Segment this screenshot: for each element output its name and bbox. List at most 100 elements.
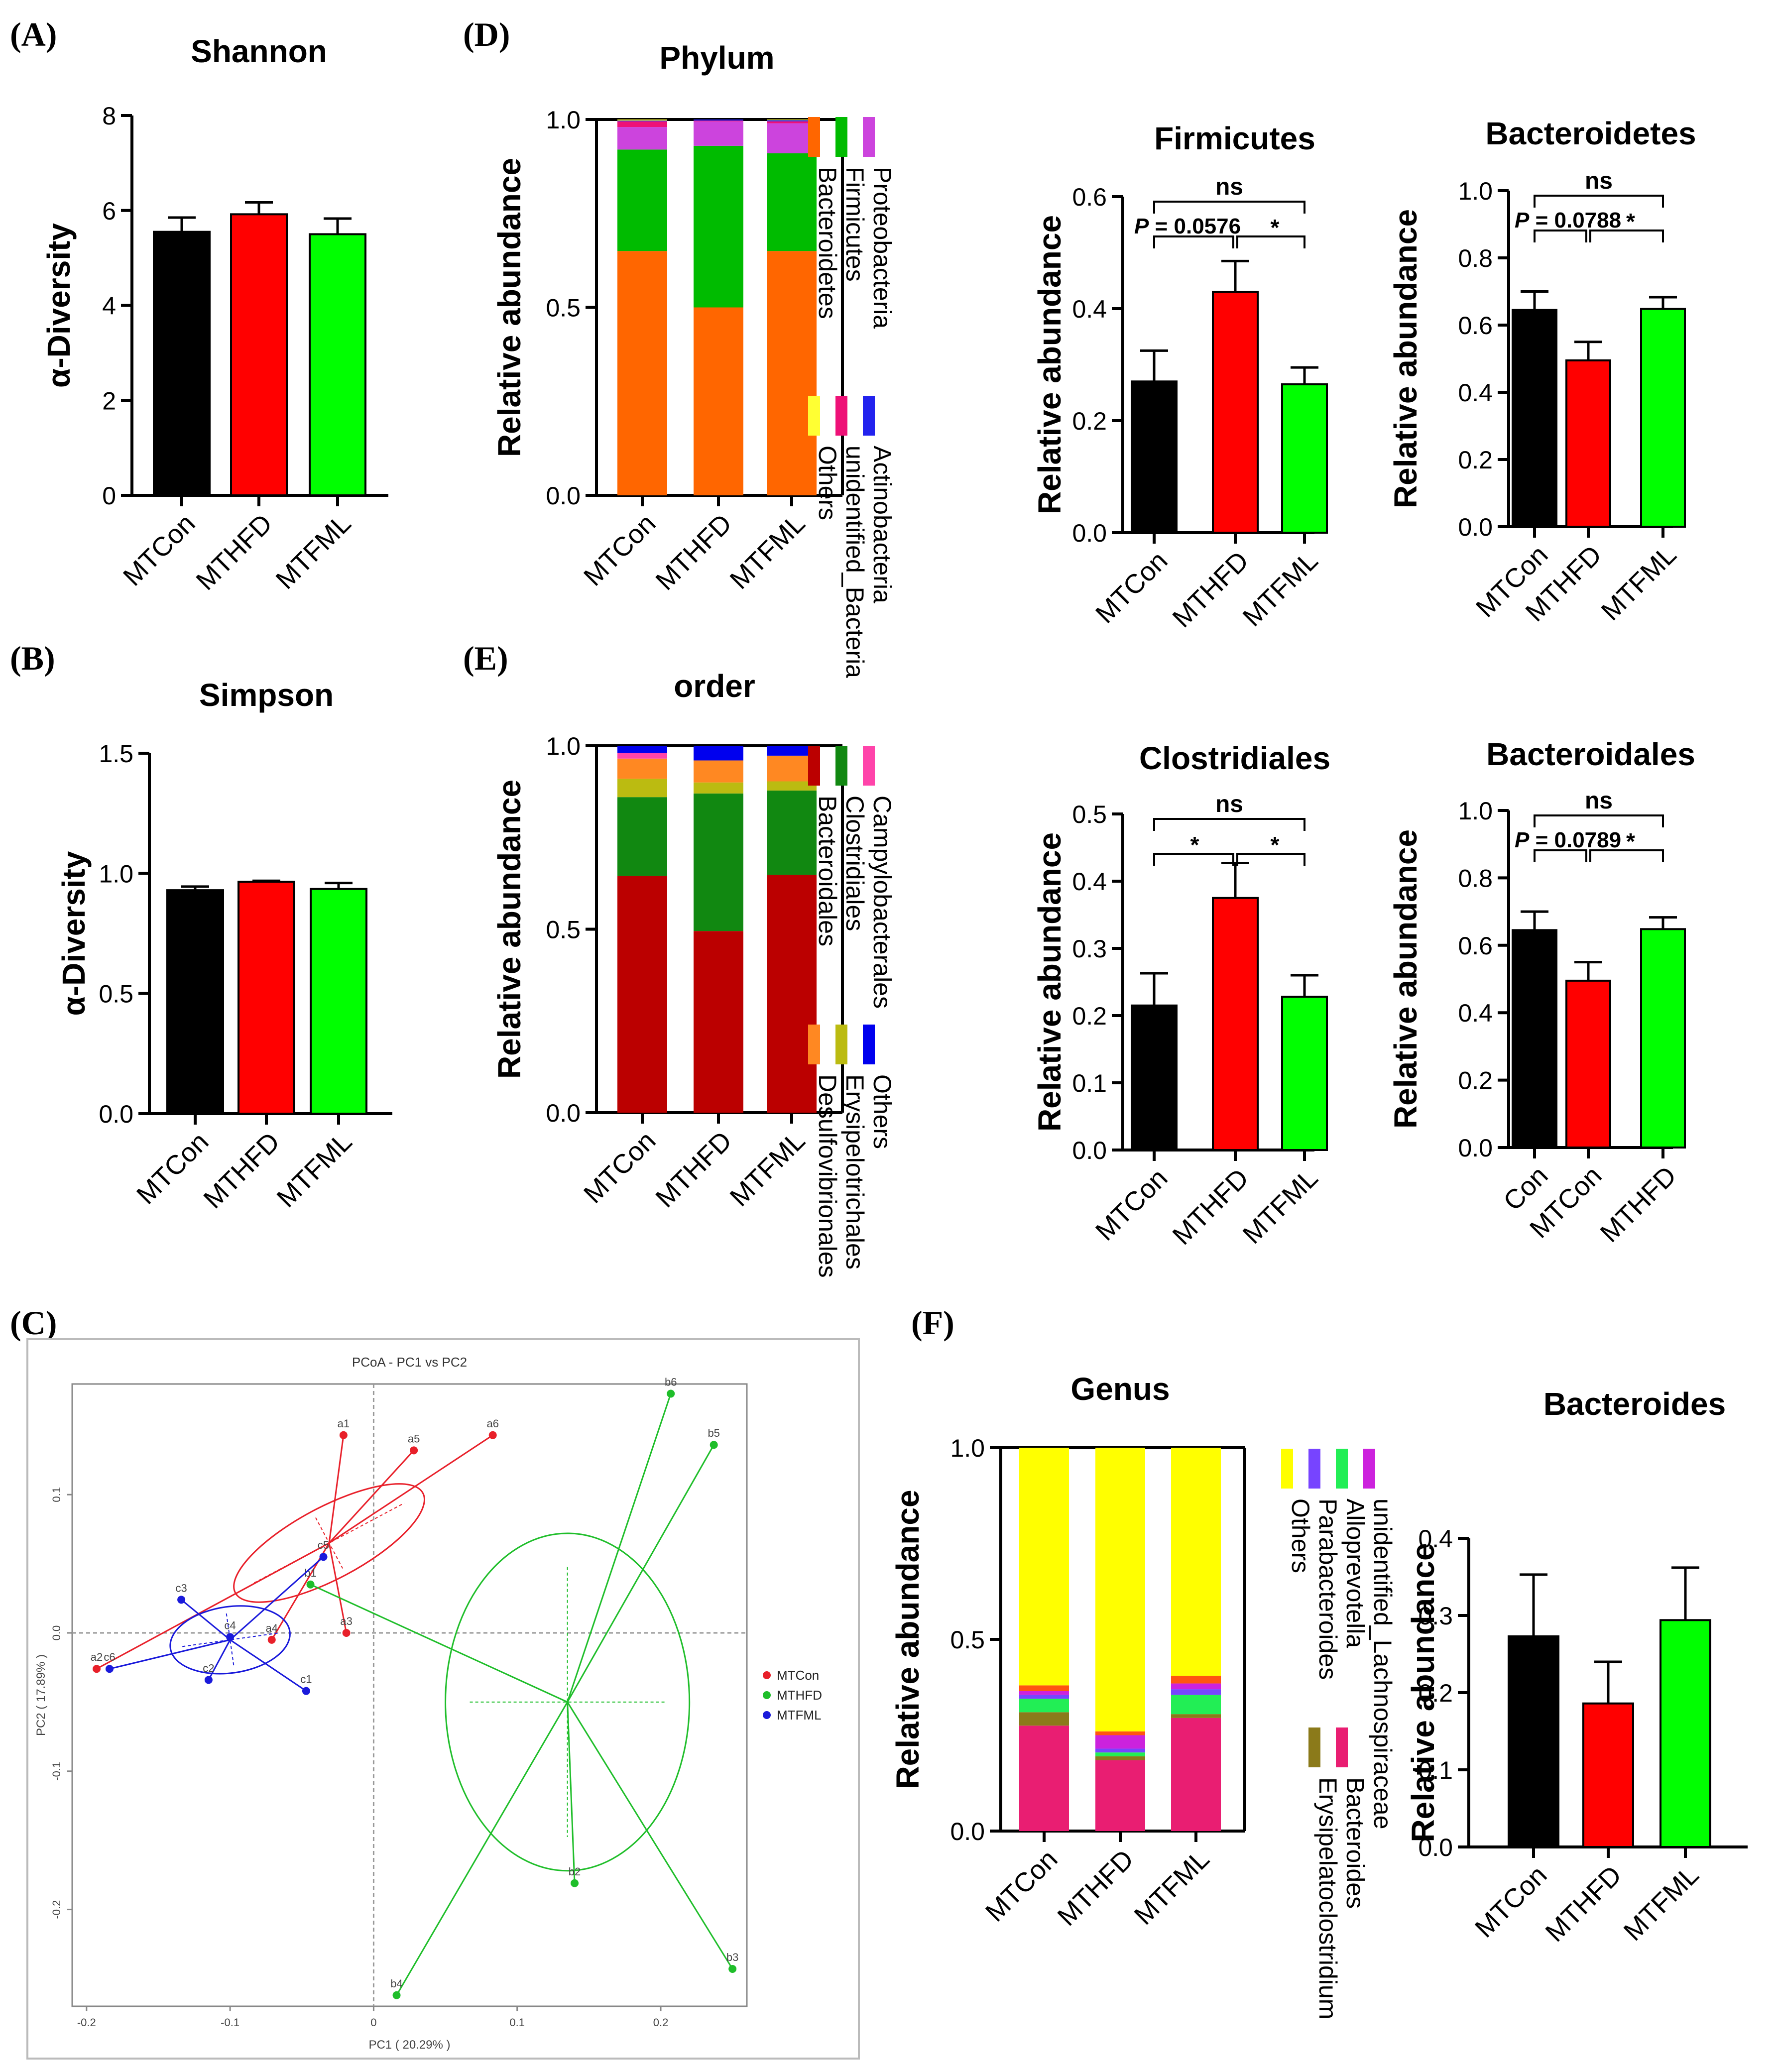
legend-swatch-bacteroidetes: [808, 117, 820, 157]
point-label-b2: b2: [569, 1865, 581, 1878]
bar-mtcon: [1508, 1635, 1559, 1848]
y-tick-label: 0.0: [50, 1625, 63, 1641]
y-tick-label: 0.6: [1072, 183, 1107, 211]
segment-mtfml-actinobacteria: [767, 120, 817, 121]
bar-mtfml: [309, 233, 366, 496]
x-tick-label-mthfd: MTHFD: [190, 508, 278, 596]
legend-label-bacteroidetes: Bacteroidetes: [814, 167, 841, 319]
y-tick-label: 0.0: [546, 1099, 581, 1127]
x-tick-label-mthfd: MTHFD: [1167, 1163, 1254, 1251]
legend-label-actinobacteria: Actinobacteria: [868, 446, 896, 603]
point-label-c6: c6: [104, 1651, 115, 1663]
x-tick-label-mtfml: MTFML: [1596, 540, 1682, 626]
pcoa-chart: PCoA - PC1 vs PC2 -0.2 -0.1 0 0.1 0.2 -0.2 -0.1…: [26, 1338, 860, 2060]
significance-bracket-top: [1534, 814, 1664, 827]
point-label-a6: a6: [486, 1417, 498, 1430]
significance-p-label: P = 0.0788: [1515, 208, 1621, 232]
legend-label-proteobacteria: Proteobacteria: [868, 167, 896, 329]
legend-swatch-bacteroidales: [808, 746, 820, 786]
chart-title: PCoA - PC1 vs PC2: [352, 1355, 467, 1370]
legend: unidentified_LachnospiraceaeAlloprevotel…: [1281, 1449, 1397, 2019]
x-tick-label-mtcon: MTCon: [118, 508, 201, 592]
legend-label-erysipelatoclostridium: Erysipelatoclostridium: [1314, 1777, 1342, 2019]
y-tick-label: 0.1: [1072, 1069, 1107, 1097]
y-tick-label: 0.0: [99, 1100, 133, 1128]
ellipse-axis-minor: [226, 1613, 235, 1666]
bar-mthfd: [230, 213, 288, 496]
legend-label-parabacteroides: Parabacteroides: [1314, 1498, 1342, 1680]
bar-mtcon: [166, 889, 224, 1115]
y-tick-label: 0.5: [950, 1626, 985, 1654]
bar-mthfd: [1565, 359, 1611, 528]
y-tick-label: 0.6: [1458, 312, 1493, 340]
legend-swatch-firmicutes: [835, 117, 847, 157]
legend-label-mtfml: MTFML: [777, 1708, 822, 1723]
segment-mtcon-parabacteroides: [1019, 1695, 1069, 1699]
spider-line-a3: [328, 1543, 348, 1633]
spider-line-b2: [567, 1702, 576, 1883]
x-tick-label-mtfml: MTFML: [270, 508, 357, 595]
significance-ns: ns: [1215, 791, 1243, 817]
legend-swatch-unidentified-bacteria: [835, 396, 847, 436]
y-axis-label: Relative abundance: [1032, 215, 1067, 514]
panel-letter-f: (F): [911, 1304, 954, 1342]
chart-title: Bacteroides: [1543, 1386, 1726, 1422]
segment-mthfd-unidentified-lachnospiraceae: [1095, 1735, 1145, 1749]
y-tick-label: 0.0: [546, 482, 581, 510]
y-axis-label: α-Diversity: [56, 851, 92, 1016]
panel-letter-b: (B): [10, 639, 55, 677]
y-tick-label: 1.0: [546, 732, 581, 760]
segment-mthfd-others: [1095, 1448, 1145, 1731]
p-letter: P: [1515, 208, 1530, 232]
x-tick-label-mtfml: MTFML: [1618, 1860, 1705, 1947]
segment-mthfd-bacteroides: [1095, 1760, 1145, 1831]
bar-mthfd: [1640, 928, 1686, 1149]
bar-mtfml: [1640, 308, 1686, 528]
y-tick-label: 0.6: [1458, 932, 1493, 960]
x-tick-label-mtcon: MTCon: [1469, 1860, 1553, 1944]
point-a4: [267, 1635, 276, 1644]
segment-mtfml-unidentified-lachnospiraceae: [1171, 1683, 1221, 1690]
point-label-c5: c5: [318, 1539, 329, 1551]
chart-title: Genus: [1070, 1371, 1170, 1407]
segment-mthfd-parabacteroides: [1095, 1748, 1145, 1753]
spider-line-a1: [328, 1435, 345, 1543]
segment-mtcon-others-orange: [1019, 1685, 1069, 1691]
legend-swatch-clostridiales: [835, 746, 847, 786]
point-b2: [571, 1879, 579, 1887]
segment-mtfml-others: [767, 746, 817, 756]
significance-bracket-right: [1236, 853, 1305, 866]
y-axis-label: PC2 ( 17.89% ): [34, 1654, 48, 1736]
segment-mtfml-others-orange: [1171, 1676, 1221, 1684]
legend-dot-mtfml: [763, 1711, 771, 1719]
segment-mthfd-unidentified-bacteria: [694, 120, 743, 121]
x-tick-label-mtcon: MTCon: [1090, 546, 1174, 629]
segment-mthfd-clostridiales: [694, 793, 743, 931]
legend-swatch-others: [808, 396, 820, 436]
spider-line-b3: [567, 1702, 733, 1969]
bar-mtcon: [1131, 380, 1178, 534]
x-tick-label-mthfd: MTHFD: [198, 1127, 285, 1214]
y-tick-label: 0.0: [950, 1818, 985, 1845]
legend-swatch-erysipelotrichales: [835, 1025, 847, 1064]
x-tick-label: 0: [370, 2016, 376, 2029]
p-value: = 0.0788: [1529, 208, 1621, 232]
x-tick-label-mthfd: MTHFD: [1594, 1160, 1682, 1248]
point-c3: [177, 1596, 186, 1604]
x-tick-label-mtfml: MTFML: [1129, 1844, 1215, 1931]
x-tick-label-mthfd: MTHFD: [1540, 1860, 1627, 1948]
y-axis-label: Relative abundance: [1032, 832, 1067, 1132]
x-tick-label: 0.2: [653, 2016, 669, 2029]
legend-swatch-erysipelatoclostridium: [1308, 1727, 1320, 1767]
p-letter: P: [1515, 828, 1530, 852]
segment-mtcon-unidentified-bacteria: [617, 121, 667, 127]
segment-mtfml-erysipelotrichales: [767, 781, 817, 791]
y-axis-label: Relative abundance: [491, 780, 527, 1079]
spider-line-a2: [96, 1542, 330, 1670]
y-tick-label: 0.0: [1072, 1137, 1107, 1164]
x-tick-label-mtfml: MTFML: [1237, 546, 1324, 632]
point-label-a2: a2: [91, 1651, 103, 1663]
bar-mtfml: [1281, 996, 1328, 1151]
segment-mthfd-desulfovibrionales: [694, 760, 743, 783]
